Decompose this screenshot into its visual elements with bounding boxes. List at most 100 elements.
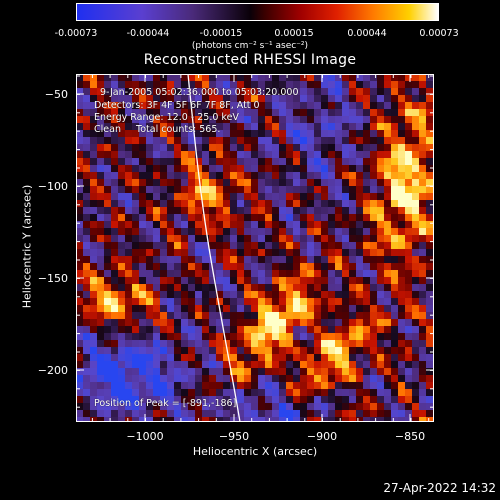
image-pixel (265, 256, 273, 264)
image-pixel (300, 417, 308, 422)
image-pixel (419, 158, 427, 166)
image-pixel (139, 382, 147, 390)
image-pixel (349, 319, 357, 327)
image-pixel (223, 186, 231, 194)
image-pixel (90, 333, 98, 341)
image-pixel (272, 382, 280, 390)
image-pixel (97, 165, 105, 173)
image-pixel (216, 291, 224, 299)
plot-title: Reconstructed RHESSI Image (143, 52, 357, 68)
image-pixel (244, 109, 252, 117)
image-pixel (167, 179, 175, 187)
image-pixel (160, 207, 168, 215)
image-pixel (90, 368, 98, 376)
image-pixel (293, 333, 301, 341)
image-pixel (377, 410, 385, 418)
image-pixel (237, 368, 245, 376)
image-pixel (370, 123, 378, 131)
image-pixel (223, 340, 231, 348)
image-pixel (335, 249, 343, 257)
image-pixel (363, 235, 371, 243)
image-pixel (104, 417, 112, 422)
image-pixel (160, 81, 168, 89)
image-pixel (391, 396, 399, 404)
image-pixel (230, 235, 238, 243)
image-pixel (272, 319, 280, 327)
image-pixel (307, 102, 315, 110)
image-pixel (83, 396, 91, 404)
image-pixel (398, 326, 406, 334)
image-pixel (160, 340, 168, 348)
image-pixel (335, 137, 343, 145)
image-pixel (230, 249, 238, 257)
image-pixel (356, 186, 364, 194)
image-pixel (174, 179, 182, 187)
image-pixel (391, 130, 399, 138)
image-pixel (174, 151, 182, 159)
image-pixel (146, 256, 154, 264)
image-pixel (174, 242, 182, 250)
image-pixel (342, 235, 350, 243)
image-pixel (419, 382, 427, 390)
image-pixel (426, 235, 434, 243)
image-pixel (223, 382, 231, 390)
image-pixel (279, 375, 287, 383)
image-pixel (391, 179, 399, 187)
image-pixel (223, 361, 231, 369)
image-pixel (209, 165, 217, 173)
image-pixel (328, 389, 336, 397)
image-pixel (83, 74, 91, 82)
image-pixel (244, 193, 252, 201)
image-pixel (398, 74, 406, 82)
image-pixel (300, 144, 308, 152)
image-pixel (181, 137, 189, 145)
image-pixel (384, 116, 392, 124)
image-pixel (377, 277, 385, 285)
image-pixel (230, 172, 238, 180)
image-pixel (314, 382, 322, 390)
image-pixel (426, 249, 434, 257)
image-pixel (146, 417, 154, 422)
image-pixel (279, 95, 287, 103)
image-pixel (356, 389, 364, 397)
image-pixel (111, 298, 119, 306)
image-pixel (363, 144, 371, 152)
image-pixel (384, 291, 392, 299)
image-pixel (265, 305, 273, 313)
image-pixel (412, 361, 420, 369)
image-pixel (251, 88, 259, 96)
image-pixel (139, 200, 147, 208)
image-pixel (307, 333, 315, 341)
image-pixel (111, 81, 119, 89)
image-pixel (104, 340, 112, 348)
image-pixel (279, 221, 287, 229)
image-pixel (307, 179, 315, 187)
image-pixel (412, 74, 420, 82)
image-pixel (160, 137, 168, 145)
image-pixel (202, 88, 210, 96)
image-pixel (160, 319, 168, 327)
image-pixel (384, 123, 392, 131)
image-pixel (132, 340, 140, 348)
image-pixel (265, 249, 273, 257)
image-pixel (419, 403, 427, 411)
image-pixel (244, 207, 252, 215)
image-pixel (195, 312, 203, 320)
image-pixel (405, 109, 413, 117)
image-pixel (216, 319, 224, 327)
image-pixel (272, 270, 280, 278)
image-pixel (167, 312, 175, 320)
image-pixel (405, 389, 413, 397)
image-pixel (279, 200, 287, 208)
image-pixel (272, 389, 280, 397)
image-pixel (174, 375, 182, 383)
image-pixel (258, 88, 266, 96)
image-pixel (314, 88, 322, 96)
image-pixel (370, 319, 378, 327)
image-pixel (153, 74, 161, 82)
image-pixel (342, 256, 350, 264)
image-pixel (349, 88, 357, 96)
image-pixel (118, 305, 126, 313)
image-pixel (293, 172, 301, 180)
image-pixel (391, 403, 399, 411)
